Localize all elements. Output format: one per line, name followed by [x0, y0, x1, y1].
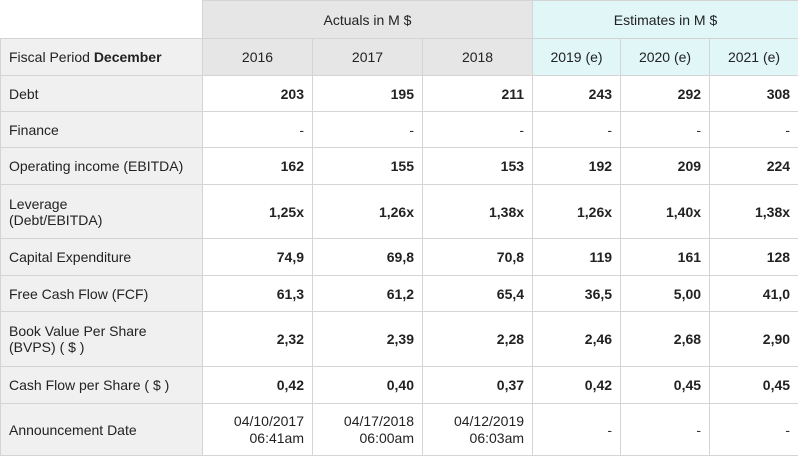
value-cell: 195: [312, 75, 423, 112]
table-row: Free Cash Flow (FCF) 61,3 61,2 65,4 36,5…: [0, 275, 798, 312]
announcement-time: 06:00am: [359, 429, 414, 446]
value-cell: -: [620, 403, 711, 456]
value-cell: 1,40x: [620, 184, 711, 239]
value-cell: 69,8: [312, 238, 423, 276]
announcement-date-cell: 04/10/2017 06:41am: [202, 403, 313, 456]
year-header-row: Fiscal Period December 2016 2017 2018 20…: [0, 38, 798, 76]
row-label: Cash Flow per Share ( $ ): [0, 366, 203, 404]
value-cell: 0,42: [532, 366, 622, 404]
value-cell: 153: [421, 147, 534, 185]
table-row: Operating income (EBITDA) 162 155 153 19…: [0, 147, 798, 185]
table-row: Book Value Per Share (BVPS) ( $ ) 2,32 2,…: [0, 311, 798, 367]
value-cell: 41,0: [709, 275, 798, 312]
row-label: Book Value Per Share (BVPS) ( $ ): [0, 311, 203, 367]
value-cell: 128: [709, 238, 798, 276]
table-row: Capital Expenditure 74,9 69,8 70,8 119 1…: [0, 238, 798, 276]
value-cell: 2,68: [620, 311, 711, 367]
value-cell: 203: [202, 75, 313, 112]
value-cell: 61,2: [312, 275, 423, 312]
value-cell: 0,37: [421, 366, 534, 404]
value-cell: 0,45: [620, 366, 711, 404]
value-cell: 308: [709, 75, 798, 112]
year-2018: 2018: [421, 38, 534, 76]
value-cell: -: [532, 403, 622, 456]
value-cell: 2,46: [532, 311, 622, 367]
value-cell: -: [709, 111, 798, 148]
value-cell: 74,9: [202, 238, 313, 276]
table-row: Cash Flow per Share ( $ ) 0,42 0,40 0,37…: [0, 366, 798, 404]
value-cell: 61,3: [202, 275, 313, 312]
fiscal-period-month: December: [93, 49, 162, 65]
announcement-time: 06:03am: [469, 429, 525, 446]
announcement-date: 04/17/2018: [343, 412, 414, 429]
year-2019e: 2019 (e): [532, 38, 622, 76]
value-cell: 224: [709, 147, 798, 185]
value-cell: -: [312, 111, 423, 148]
announcement-date-cell: 04/12/2019 06:03am: [421, 403, 534, 456]
value-cell: 1,26x: [312, 184, 423, 239]
value-cell: 2,28: [421, 311, 534, 367]
row-label-line: (Debt/EBITDA): [9, 211, 103, 228]
row-label: Debt: [0, 75, 203, 112]
value-cell: 1,38x: [709, 184, 798, 239]
row-label: Operating income (EBITDA): [0, 147, 203, 185]
value-cell: 70,8: [421, 238, 534, 276]
value-cell: 292: [620, 75, 711, 112]
value-cell: -: [202, 111, 313, 148]
value-cell: 243: [532, 75, 622, 112]
value-cell: 1,25x: [202, 184, 313, 239]
row-label: Free Cash Flow (FCF): [0, 275, 203, 312]
value-cell: -: [620, 111, 711, 148]
announcement-date-cell: 04/17/2018 06:00am: [312, 403, 423, 456]
value-cell: 162: [202, 147, 313, 185]
value-cell: 161: [620, 238, 711, 276]
row-label: Leverage (Debt/EBITDA): [0, 184, 203, 239]
row-label: Capital Expenditure: [0, 238, 203, 276]
row-label-line: Leverage: [9, 195, 68, 212]
announcement-row: Announcement Date 04/10/2017 06:41am 04/1…: [0, 403, 798, 456]
actuals-group-header: Actuals in M $: [201, 0, 534, 39]
table-row: Debt 203 195 211 243 292 308: [0, 75, 798, 112]
fiscal-period-prefix: Fiscal Period: [9, 49, 94, 65]
value-cell: 209: [620, 147, 711, 185]
value-cell: 1,26x: [532, 184, 622, 239]
value-cell: 2,90: [709, 311, 798, 367]
row-label: Finance: [0, 111, 203, 148]
announcement-date: 04/10/2017: [233, 412, 304, 429]
value-cell: -: [709, 403, 798, 456]
group-header-row: Actuals in M $ Estimates in M $: [0, 0, 798, 39]
corner-cell: [0, 0, 203, 39]
value-cell: 5,00: [620, 275, 711, 312]
value-cell: 0,45: [709, 366, 798, 404]
value-cell: 0,42: [202, 366, 313, 404]
value-cell: 119: [532, 238, 622, 276]
estimates-group-header: Estimates in M $: [532, 0, 798, 39]
value-cell: 36,5: [532, 275, 622, 312]
value-cell: 211: [421, 75, 534, 112]
announcement-time: 06:41am: [249, 429, 304, 446]
value-cell: -: [421, 111, 534, 148]
value-cell: -: [532, 111, 622, 148]
year-2016: 2016: [202, 38, 313, 76]
table-row: Finance - - - - - -: [0, 111, 798, 148]
table-row: Leverage (Debt/EBITDA) 1,25x 1,26x 1,38x …: [0, 184, 798, 239]
announcement-date: 04/12/2019: [453, 412, 525, 429]
row-label-line: (BVPS) ( $ ): [9, 339, 85, 355]
fiscal-period-label: Fiscal Period December: [0, 38, 203, 76]
year-2017: 2017: [312, 38, 423, 76]
row-label-line: Book Value Per Share: [9, 323, 147, 339]
value-cell: 155: [312, 147, 423, 185]
year-2020e: 2020 (e): [620, 38, 711, 76]
value-cell: 0,40: [312, 366, 423, 404]
value-cell: 1,38x: [421, 184, 534, 239]
value-cell: 65,4: [421, 275, 534, 312]
value-cell: 192: [532, 147, 622, 185]
row-label: Announcement Date: [0, 403, 203, 456]
value-cell: 2,32: [202, 311, 313, 367]
value-cell: 2,39: [312, 311, 423, 367]
year-2021e: 2021 (e): [709, 38, 798, 76]
